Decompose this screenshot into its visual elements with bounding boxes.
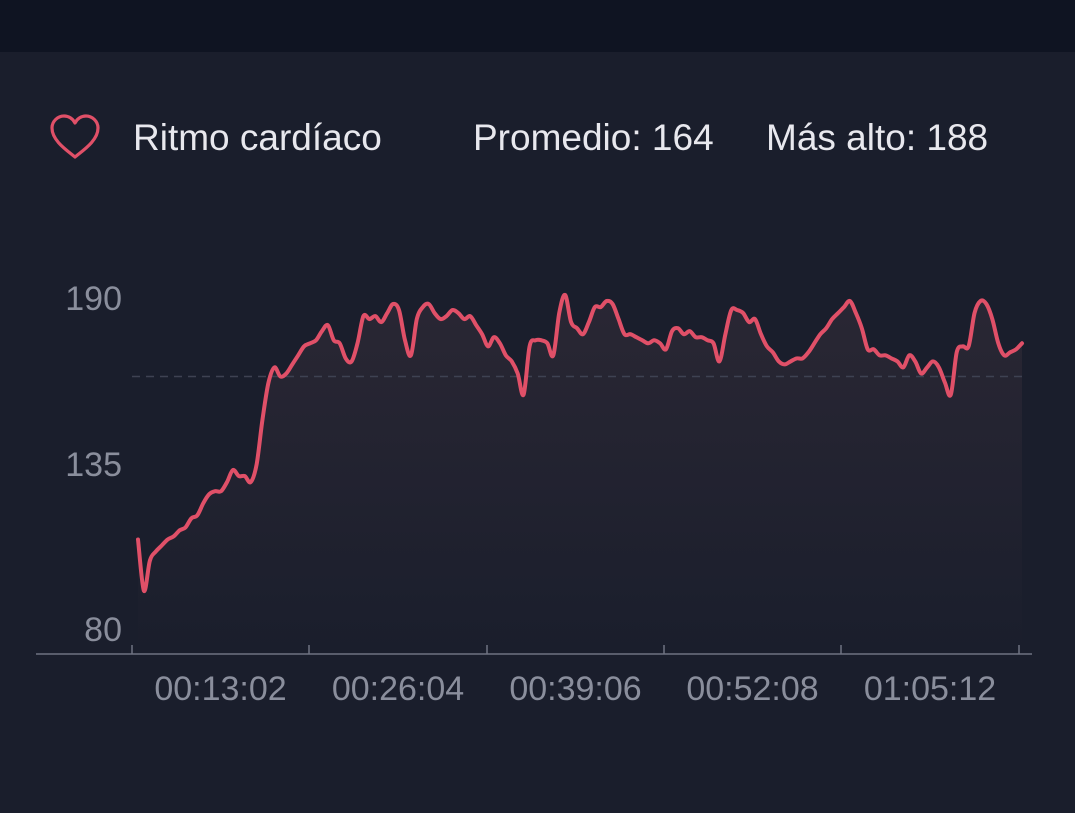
- y-tick-layer: 190 135 80: [65, 280, 122, 649]
- y-tick-label: 190: [65, 280, 122, 318]
- heart-icon: [50, 114, 100, 159]
- x-tick-label: 00:26:04: [332, 670, 464, 708]
- top-bar: [0, 0, 1075, 52]
- chart-title: Ritmo cardíaco: [133, 117, 382, 158]
- x-tick-label: 00:39:06: [509, 670, 641, 708]
- max-label: Más alto: 188: [766, 117, 989, 158]
- x-tick-layer: 00:13:02 00:26:04 00:39:06 00:52:08 01:05:12: [154, 670, 996, 708]
- average-label: Promedio: 164: [473, 117, 714, 158]
- y-tick-label: 135: [65, 446, 122, 484]
- area-layer: [138, 294, 1022, 654]
- y-tick-label: 80: [84, 611, 122, 649]
- axis-layer: [36, 645, 1032, 655]
- x-tick-label: 00:52:08: [686, 670, 818, 708]
- x-tick-label: 01:05:12: [864, 670, 996, 708]
- x-tick-label: 00:13:02: [154, 670, 286, 708]
- series-line: [136, 292, 1024, 593]
- line-layer: [136, 292, 1024, 593]
- series-area: [138, 294, 1022, 654]
